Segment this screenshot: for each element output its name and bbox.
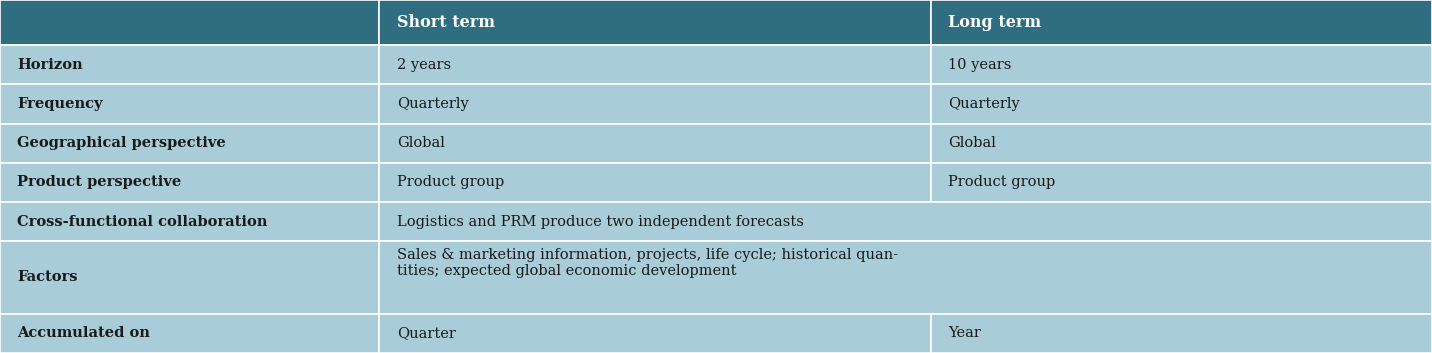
Text: Logistics and PRM produce two independent forecasts: Logistics and PRM produce two independen… <box>397 215 803 229</box>
Bar <box>379 0 931 45</box>
Bar <box>0 45 379 84</box>
Bar <box>0 241 379 314</box>
Text: 10 years: 10 years <box>948 58 1011 72</box>
Text: Factors: Factors <box>17 270 77 285</box>
Bar <box>379 202 1432 241</box>
Bar <box>931 163 1432 202</box>
Text: Quarterly: Quarterly <box>948 97 1020 111</box>
Bar <box>0 84 379 124</box>
Text: Product group: Product group <box>397 175 504 189</box>
Text: Geographical perspective: Geographical perspective <box>17 136 226 150</box>
Text: Short term: Short term <box>397 14 494 31</box>
Text: Product perspective: Product perspective <box>17 175 182 189</box>
Text: Accumulated on: Accumulated on <box>17 327 150 340</box>
Text: Global: Global <box>397 136 444 150</box>
Bar <box>379 124 931 163</box>
Bar <box>379 45 931 84</box>
Bar <box>0 202 379 241</box>
Text: Cross-functional collaboration: Cross-functional collaboration <box>17 215 268 229</box>
Bar <box>931 0 1432 45</box>
Text: Long term: Long term <box>948 14 1041 31</box>
Bar <box>0 163 379 202</box>
Text: 2 years: 2 years <box>397 58 451 72</box>
Bar <box>0 314 379 353</box>
Bar <box>931 124 1432 163</box>
Text: Horizon: Horizon <box>17 58 83 72</box>
Bar <box>379 84 931 124</box>
Bar <box>379 241 1432 314</box>
Text: Product group: Product group <box>948 175 1055 189</box>
Bar <box>379 163 931 202</box>
Bar <box>931 84 1432 124</box>
Text: Quarter: Quarter <box>397 327 455 340</box>
Text: Global: Global <box>948 136 995 150</box>
Bar <box>931 314 1432 353</box>
Bar <box>0 124 379 163</box>
Text: Frequency: Frequency <box>17 97 103 111</box>
Bar <box>0 0 379 45</box>
Text: Sales & marketing information, projects, life cycle; historical quan-
tities; ex: Sales & marketing information, projects,… <box>397 247 898 278</box>
Text: Year: Year <box>948 327 981 340</box>
Bar <box>931 45 1432 84</box>
Bar <box>379 314 931 353</box>
Text: Quarterly: Quarterly <box>397 97 468 111</box>
